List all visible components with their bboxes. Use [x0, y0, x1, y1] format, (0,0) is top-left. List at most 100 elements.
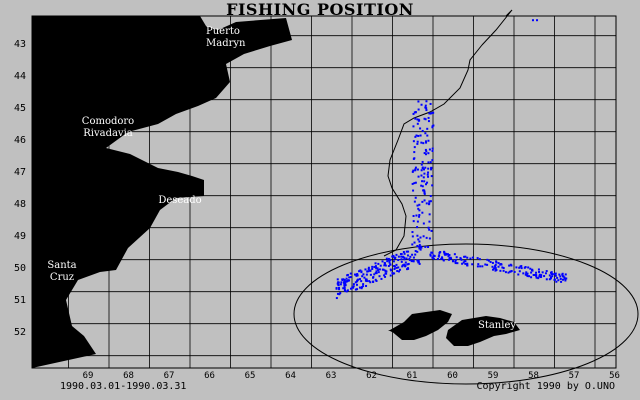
- fishing-point: [397, 259, 400, 262]
- fishing-point: [349, 276, 352, 279]
- fishing-point: [423, 199, 426, 202]
- fishing-point: [419, 127, 422, 130]
- fishing-point: [413, 157, 416, 160]
- fishing-point: [364, 268, 367, 271]
- fishing-point: [402, 256, 405, 259]
- fishing-point: [430, 166, 433, 169]
- fishing-point: [412, 189, 415, 192]
- fishing-point: [351, 286, 354, 289]
- fishing-point: [520, 265, 523, 268]
- falklands-west-island: [388, 310, 452, 340]
- fishing-point: [369, 281, 372, 284]
- fishing-point: [360, 287, 363, 290]
- fishing-point: [469, 257, 472, 260]
- fishing-point: [447, 258, 450, 261]
- fishing-point: [375, 267, 378, 270]
- fishing-point: [545, 278, 548, 281]
- fishing-point: [524, 266, 527, 269]
- fishing-point: [399, 268, 402, 271]
- fishing-point: [497, 265, 500, 268]
- fishing-point: [414, 250, 417, 253]
- fishing-point: [441, 256, 444, 259]
- fishing-point: [383, 264, 386, 267]
- fishing-point: [540, 274, 543, 277]
- fishing-point: [407, 250, 410, 253]
- fishing-point: [424, 245, 427, 248]
- lon-tick-label: 63: [326, 371, 337, 381]
- fishing-point: [342, 287, 345, 290]
- fishing-point: [371, 265, 374, 268]
- fishing-point: [427, 161, 430, 164]
- fishing-point: [376, 267, 379, 270]
- fishing-point: [431, 126, 434, 129]
- fishing-point: [429, 254, 432, 257]
- fishing-point: [518, 266, 521, 269]
- fishing-point: [494, 263, 497, 266]
- fishing-point: [415, 134, 418, 137]
- lon-tick-label: 58: [528, 371, 539, 381]
- fishing-point: [362, 285, 365, 288]
- fishing-point: [535, 276, 538, 279]
- fishing-point: [541, 271, 544, 274]
- fishing-point: [359, 269, 362, 272]
- fishing-point: [509, 270, 512, 273]
- fishing-point: [525, 271, 528, 274]
- fishing-point: [356, 274, 359, 277]
- fishing-point: [422, 189, 425, 192]
- fishing-point: [412, 256, 415, 259]
- fishing-point: [545, 270, 548, 273]
- fishing-point: [367, 267, 370, 270]
- fishing-point: [416, 259, 419, 262]
- fishing-point: [466, 262, 469, 265]
- fishing-point: [365, 284, 368, 287]
- lon-tick-label: 60: [447, 371, 458, 381]
- lon-tick-label: 62: [366, 371, 377, 381]
- place-label-deseado: Deseado: [158, 195, 201, 206]
- fishing-point: [416, 168, 419, 171]
- fishing-point: [428, 220, 431, 223]
- fishing-point: [380, 277, 383, 280]
- fishing-point: [423, 191, 426, 194]
- fishing-point: [372, 280, 375, 283]
- fishing-point: [411, 170, 414, 173]
- fishing-point: [356, 273, 359, 276]
- fishing-point: [373, 273, 376, 276]
- fishing-point: [413, 182, 416, 185]
- fishing-point: [358, 278, 361, 281]
- fishing-point: [371, 267, 374, 270]
- fishing-point: [549, 277, 552, 280]
- fishing-point: [345, 280, 348, 283]
- fishing-point: [418, 119, 421, 122]
- fishing-point: [425, 141, 428, 144]
- lat-tick-label: 51: [14, 295, 26, 306]
- lon-tick-label: 56: [609, 371, 620, 381]
- fishing-point: [393, 256, 396, 259]
- fishing-point: [338, 286, 341, 289]
- fishing-point: [424, 183, 427, 186]
- fishing-point: [345, 277, 348, 280]
- fishing-point: [418, 245, 421, 248]
- fishing-point: [432, 124, 435, 127]
- fishing-point: [427, 120, 430, 123]
- fishing-point: [417, 134, 420, 137]
- fishing-point: [403, 263, 406, 266]
- fishing-point: [502, 267, 505, 270]
- fishing-point: [416, 244, 419, 247]
- fishing-point: [463, 255, 466, 258]
- fishing-point: [381, 260, 384, 263]
- fishing-point: [455, 256, 458, 259]
- fishing-point: [388, 259, 391, 262]
- fishing-point: [554, 274, 557, 277]
- fishing-point: [428, 148, 431, 151]
- fishing-point: [527, 266, 530, 269]
- fishing-point: [548, 278, 551, 281]
- fishing-point: [538, 275, 541, 278]
- fishing-point: [403, 252, 406, 255]
- fishing-point: [447, 255, 450, 258]
- fishing-point: [400, 255, 403, 258]
- fishing-point: [529, 267, 532, 270]
- fishing-point: [478, 258, 481, 261]
- fishing-point: [403, 258, 406, 261]
- fishing-point: [389, 274, 392, 277]
- fishing-point: [489, 261, 492, 264]
